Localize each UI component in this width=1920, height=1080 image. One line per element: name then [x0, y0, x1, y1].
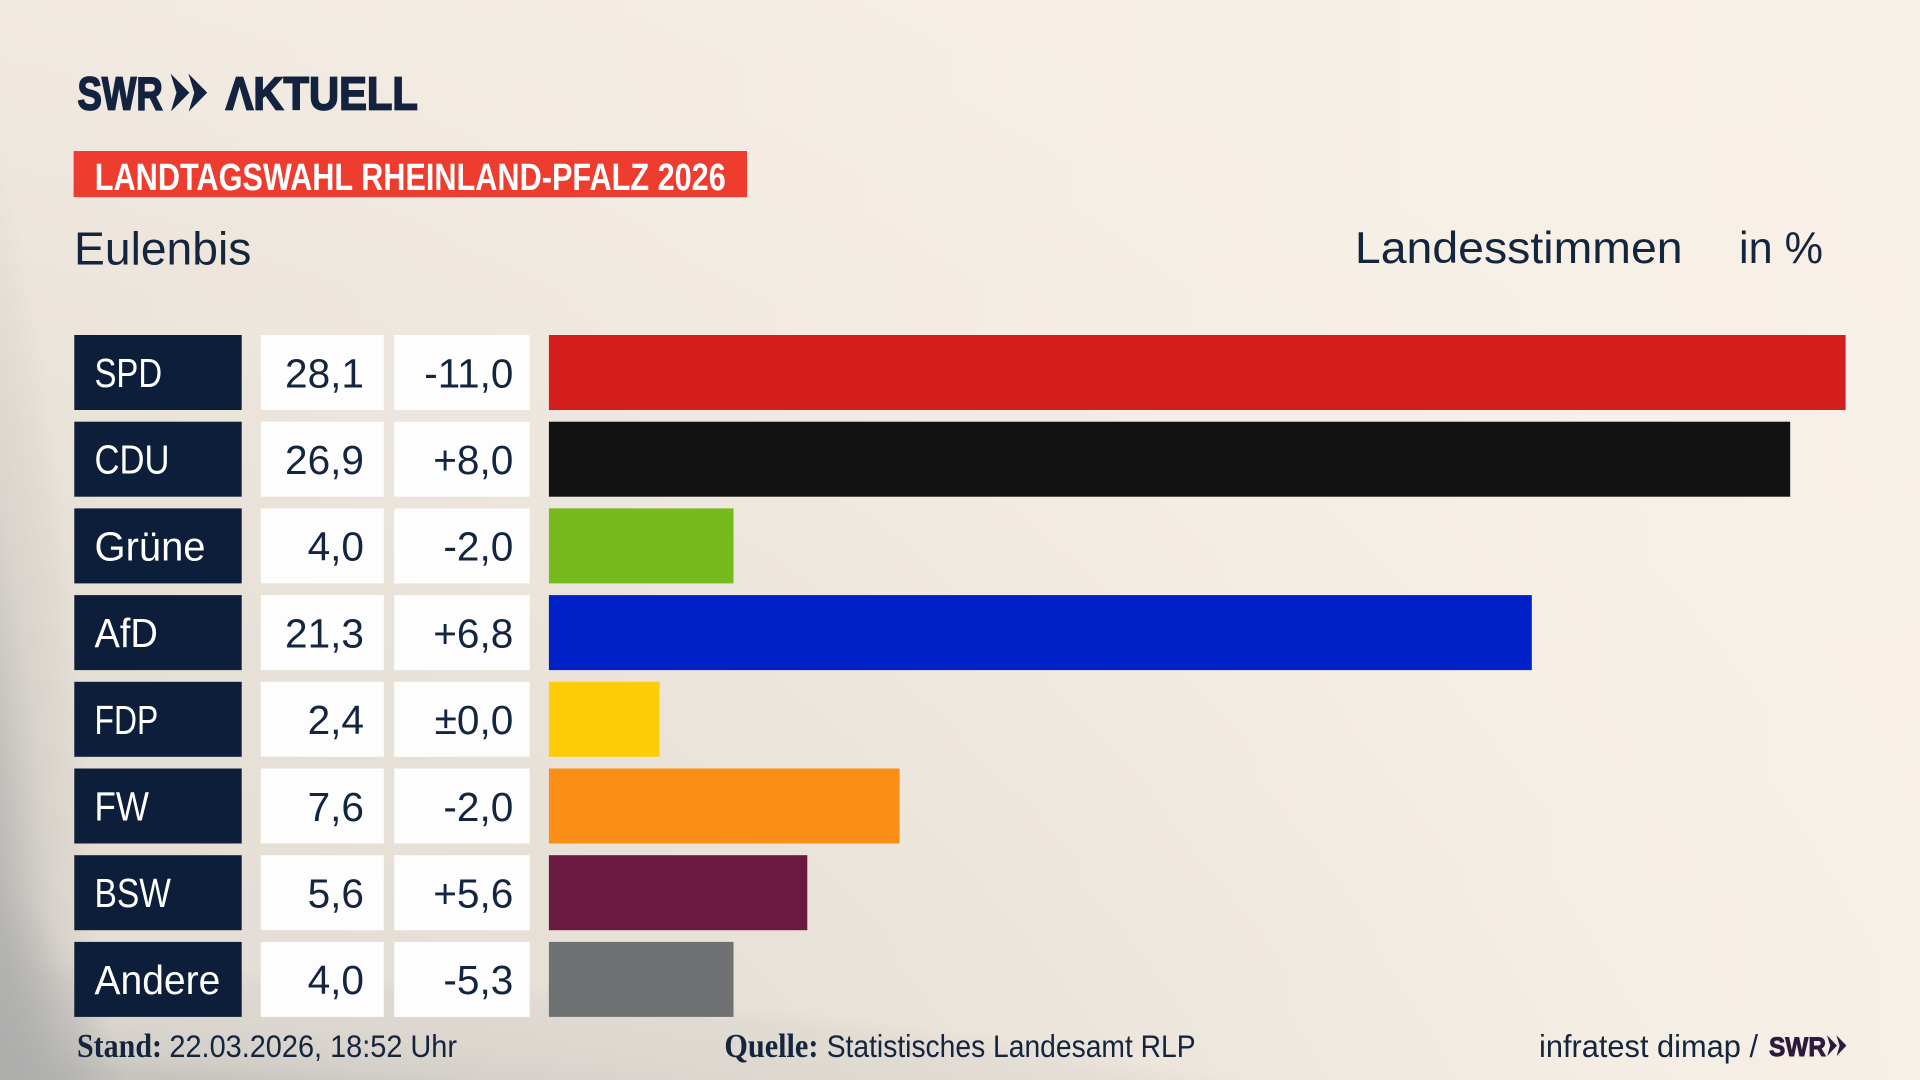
svg-text:SPD: SPD	[95, 350, 163, 396]
svg-text:5,6: 5,6	[308, 871, 364, 917]
svg-text:-2,0: -2,0	[443, 524, 513, 570]
svg-text:ΛKTUELL: ΛKTUELL	[226, 67, 418, 119]
svg-text:26,9: 26,9	[285, 437, 364, 483]
svg-text:SWR: SWR	[78, 67, 163, 119]
svg-text:-2,0: -2,0	[443, 784, 513, 830]
svg-text:2,4: 2,4	[308, 697, 364, 743]
svg-text:±0,0: ±0,0	[435, 697, 514, 743]
svg-text:Statistisches Landesamt RLP: Statistisches Landesamt RLP	[827, 1028, 1196, 1064]
svg-text:Quelle:: Quelle:	[724, 1028, 818, 1065]
svg-text:Grüne: Grüne	[95, 523, 206, 569]
svg-text:Andere: Andere	[95, 957, 221, 1003]
svg-text:FW: FW	[95, 784, 150, 830]
svg-text:infratest dimap /: infratest dimap /	[1539, 1028, 1758, 1064]
svg-text:4,0: 4,0	[308, 524, 364, 570]
svg-text:28,1: 28,1	[285, 350, 364, 396]
svg-text:in %: in %	[1739, 224, 1823, 273]
svg-text:-11,0: -11,0	[424, 350, 513, 396]
svg-text:-5,3: -5,3	[443, 957, 513, 1003]
svg-text:22.03.2026, 18:52 Uhr: 22.03.2026, 18:52 Uhr	[169, 1028, 457, 1064]
svg-text:Eulenbis: Eulenbis	[74, 222, 251, 274]
svg-text:Landesstimmen: Landesstimmen	[1355, 224, 1683, 273]
svg-text:21,3: 21,3	[285, 610, 364, 656]
svg-text:+5,6: +5,6	[433, 871, 513, 917]
svg-text:FDP: FDP	[95, 697, 159, 743]
svg-text:+6,8: +6,8	[433, 610, 513, 656]
svg-text:LANDTAGSWAHL RHEINLAND-PFALZ 2: LANDTAGSWAHL RHEINLAND-PFALZ 2026	[95, 157, 726, 199]
svg-text:7,6: 7,6	[308, 784, 364, 830]
svg-text:BSW: BSW	[95, 870, 172, 916]
svg-text:+8,0: +8,0	[433, 437, 513, 483]
svg-text:4,0: 4,0	[308, 957, 364, 1003]
svg-text:AfD: AfD	[95, 610, 158, 656]
svg-text:SWR: SWR	[1769, 1032, 1826, 1062]
svg-text:CDU: CDU	[95, 437, 170, 483]
svg-text:Stand:: Stand:	[77, 1028, 162, 1065]
